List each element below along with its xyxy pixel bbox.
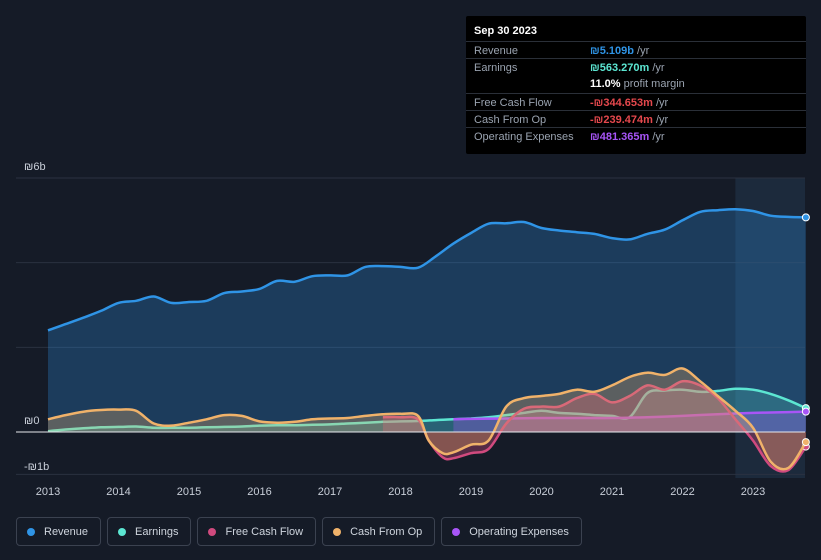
earnings-area — [48, 388, 806, 432]
revenue-line — [47, 208, 806, 332]
y-label-top: ₪6b — [24, 161, 46, 173]
tooltip-unit-text: /yr — [649, 62, 665, 75]
tooltip-row-value: -₪344.653m /yr — [590, 97, 668, 109]
tooltip-value-text: 11.0% — [590, 78, 621, 91]
tooltip-row: Cash From Op -₪239.474m /yr — [466, 109, 806, 127]
free-cash-flow-line — [382, 379, 807, 473]
tooltip-row: Operating Expenses ₪481.365m /yr — [466, 127, 806, 144]
tooltip-row-value: ₪563.270m /yr — [590, 62, 665, 74]
x-tick-label: 2023 — [741, 486, 765, 498]
tooltip-unit-text: /yr — [652, 113, 669, 126]
legend-dot-icon — [27, 527, 35, 536]
legend-dot-icon — [333, 527, 342, 536]
tooltip-row-label: Operating Expenses — [474, 131, 574, 143]
tooltip-unit-text: /yr — [652, 96, 669, 109]
tooltip-unit-text: /yr — [649, 131, 665, 143]
legend-dot-icon — [208, 527, 217, 536]
tooltip-row-value: -₪239.474m /yr — [590, 114, 668, 126]
tooltip-value-text: ₪481.365m — [590, 131, 650, 143]
x-tick-label: 2021 — [600, 486, 624, 498]
tooltip-panel: Sep 30 2023 Revenue ₪5.109b /yr Earnings ₪5… — [466, 16, 806, 154]
legend-label: Earnings — [135, 525, 179, 538]
tooltip-value-text: -₪239.474m — [590, 113, 653, 126]
legend-label: Operating Expenses — [469, 525, 569, 538]
x-tick-label: 2019 — [459, 486, 483, 498]
revenue-area — [48, 209, 806, 432]
tooltip-row: Free Cash Flow -₪344.653m /yr — [466, 92, 806, 110]
x-tick-label: 2018 — [388, 486, 412, 498]
legend-label: Revenue — [44, 525, 89, 538]
cash-from-op-end-marker — [801, 438, 810, 447]
revenue-end-marker — [801, 213, 810, 222]
legend-item-revenue[interactable]: Revenue — [16, 517, 102, 546]
x-tick-label: 2013 — [36, 486, 60, 498]
y-label-bottom: -₪1b — [24, 461, 49, 473]
x-tick-label: 2014 — [106, 486, 130, 498]
earnings-line — [47, 387, 807, 433]
tooltip-row-label: Earnings — [474, 62, 518, 75]
x-tick-label: 2015 — [177, 486, 201, 498]
tooltip-unit-text: profit margin — [620, 78, 685, 91]
tooltip-value-text: ₪563.270m — [590, 62, 650, 75]
tooltip-unit-text: /yr — [633, 45, 650, 57]
tooltip-row-label: Cash From Op — [474, 113, 547, 126]
legend: Revenue Earnings Free Cash Flow Cash From O… — [16, 517, 582, 546]
cash-from-op-area — [48, 368, 806, 470]
highlight-band — [735, 178, 805, 478]
tooltip-row-value: ₪481.365m /yr — [590, 131, 665, 143]
tooltip-row: Earnings ₪563.270m /yr — [466, 58, 806, 75]
tooltip-row-label: Free Cash Flow — [474, 96, 552, 109]
tooltip-row: Revenue ₪5.109b /yr — [466, 41, 806, 58]
tooltip-row-value: 11.0% profit margin — [590, 78, 685, 90]
legend-label: Free Cash Flow — [225, 525, 304, 538]
y-label-zero: ₪0 — [24, 415, 39, 427]
x-tick-label: 2020 — [529, 486, 553, 498]
operating-expenses-end-marker — [801, 407, 810, 416]
legend-item-earnings[interactable]: Earnings — [107, 517, 192, 546]
legend-item-free-cash-flow[interactable]: Free Cash Flow — [197, 517, 317, 546]
free-cash-flow-area — [382, 381, 806, 472]
tooltip-row: 11.0% profit margin — [466, 75, 806, 92]
x-tick-label: 2022 — [670, 486, 694, 498]
legend-dot-icon — [118, 527, 127, 536]
legend-item-operating-expenses[interactable]: Operating Expenses — [441, 517, 582, 546]
tooltip-value-text: ₪5.109b — [590, 45, 634, 57]
tooltip-row-label: Revenue — [474, 45, 519, 57]
tooltip-row-value: ₪5.109b /yr — [590, 45, 649, 57]
legend-label: Cash From Op — [350, 525, 423, 538]
tooltip-value-text: -₪344.653m — [590, 96, 653, 109]
operating-expenses-area — [453, 411, 806, 432]
legend-item-cash-from-op[interactable]: Cash From Op — [322, 517, 436, 546]
operating-expenses-line — [453, 410, 806, 421]
legend-dot-icon — [452, 527, 461, 536]
cash-from-op-line — [47, 367, 807, 471]
x-tick-label: 2016 — [247, 486, 271, 498]
x-tick-label: 2017 — [318, 486, 342, 498]
tooltip-date: Sep 30 2023 — [474, 25, 537, 37]
